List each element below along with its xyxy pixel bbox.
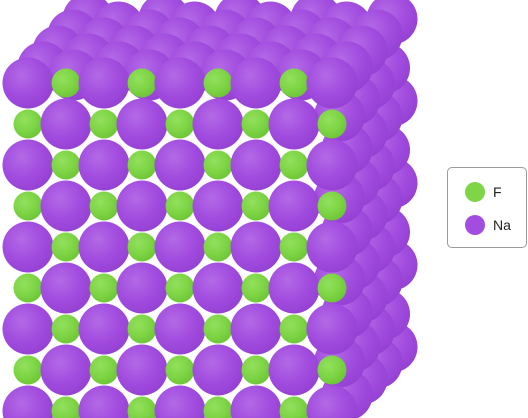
fluoride-ion: [165, 191, 195, 221]
sodium-ion: [2, 57, 54, 109]
sodium-ion: [306, 139, 358, 191]
fluoride-ion: [89, 109, 119, 139]
sodium-ion: [306, 57, 358, 109]
fluoride-ion: [279, 150, 309, 180]
fluoride-ion: [241, 273, 271, 303]
fluoride-ion: [51, 232, 81, 262]
legend-label-fluoride: F: [493, 184, 502, 200]
sodium-ion: [2, 221, 54, 273]
sodium-ion: [268, 262, 320, 314]
sodium-ion: [116, 344, 168, 396]
fluoride-ion: [203, 232, 233, 262]
sodium-ion: [192, 98, 244, 150]
sodium-ion: [40, 262, 92, 314]
fluoride-ion: [13, 191, 43, 221]
fluoride-ion: [279, 232, 309, 262]
fluoride-ion: [241, 191, 271, 221]
fluoride-ion: [13, 109, 43, 139]
sodium-ion: [154, 303, 206, 355]
sodium-ion: [192, 262, 244, 314]
sodium-ion: [116, 262, 168, 314]
sodium-ion: [116, 98, 168, 150]
fluoride-ion: [165, 109, 195, 139]
sodium-ion: [2, 303, 54, 355]
sodium-ion: [2, 385, 54, 418]
fluoride-ion: [203, 150, 233, 180]
fluoride-ion: [241, 109, 271, 139]
sodium-ion: [230, 139, 282, 191]
sodium-ion: [268, 344, 320, 396]
sodium-swatch-icon: [465, 215, 485, 235]
fluoride-swatch-icon: [465, 182, 485, 202]
fluoride-ion: [317, 273, 347, 303]
sodium-ion: [2, 139, 54, 191]
fluoride-ion: [317, 355, 347, 385]
fluoride-ion: [127, 150, 157, 180]
sodium-ion: [230, 385, 282, 418]
sodium-ion: [154, 385, 206, 418]
legend-item-sodium: Na: [448, 213, 511, 237]
sodium-ion: [306, 385, 358, 418]
fluoride-ion: [89, 355, 119, 385]
sodium-ion: [268, 98, 320, 150]
fluoride-ion: [203, 396, 233, 418]
fluoride-ion: [241, 355, 271, 385]
fluoride-ion: [89, 191, 119, 221]
sodium-ion: [230, 303, 282, 355]
legend: F Na: [447, 167, 527, 248]
fluoride-ion: [317, 109, 347, 139]
sodium-ion: [78, 221, 130, 273]
fluoride-ion: [165, 273, 195, 303]
legend-label-sodium: Na: [493, 217, 511, 233]
fluoride-ion: [203, 68, 233, 98]
sodium-ion: [78, 303, 130, 355]
sodium-ion: [154, 221, 206, 273]
sodium-ion: [154, 57, 206, 109]
sodium-ion: [78, 57, 130, 109]
fluoride-ion: [127, 232, 157, 262]
sodium-ion: [306, 303, 358, 355]
sodium-ion: [116, 180, 168, 232]
sodium-ion: [40, 180, 92, 232]
fluoride-ion: [13, 355, 43, 385]
sodium-ion: [40, 98, 92, 150]
fluoride-ion: [89, 273, 119, 303]
fluoride-ion: [51, 314, 81, 344]
fluoride-ion: [165, 355, 195, 385]
fluoride-ion: [127, 68, 157, 98]
fluoride-ion: [279, 396, 309, 418]
sodium-ion: [154, 139, 206, 191]
fluoride-ion: [51, 396, 81, 418]
fluoride-ion: [13, 273, 43, 303]
sodium-ion: [192, 180, 244, 232]
fluoride-ion: [127, 314, 157, 344]
fluoride-ion: [51, 68, 81, 98]
sodium-ion: [40, 344, 92, 396]
fluoride-ion: [51, 150, 81, 180]
sodium-ion: [78, 139, 130, 191]
sodium-ion: [230, 57, 282, 109]
legend-item-fluoride: F: [448, 180, 502, 204]
sodium-ion: [78, 385, 130, 418]
sodium-ion: [268, 180, 320, 232]
fluoride-ion: [127, 396, 157, 418]
sodium-ion: [192, 344, 244, 396]
fluoride-ion: [317, 191, 347, 221]
fluoride-ion: [203, 314, 233, 344]
sodium-ion: [230, 221, 282, 273]
sodium-ion: [306, 221, 358, 273]
fluoride-ion: [279, 68, 309, 98]
fluoride-ion: [279, 314, 309, 344]
